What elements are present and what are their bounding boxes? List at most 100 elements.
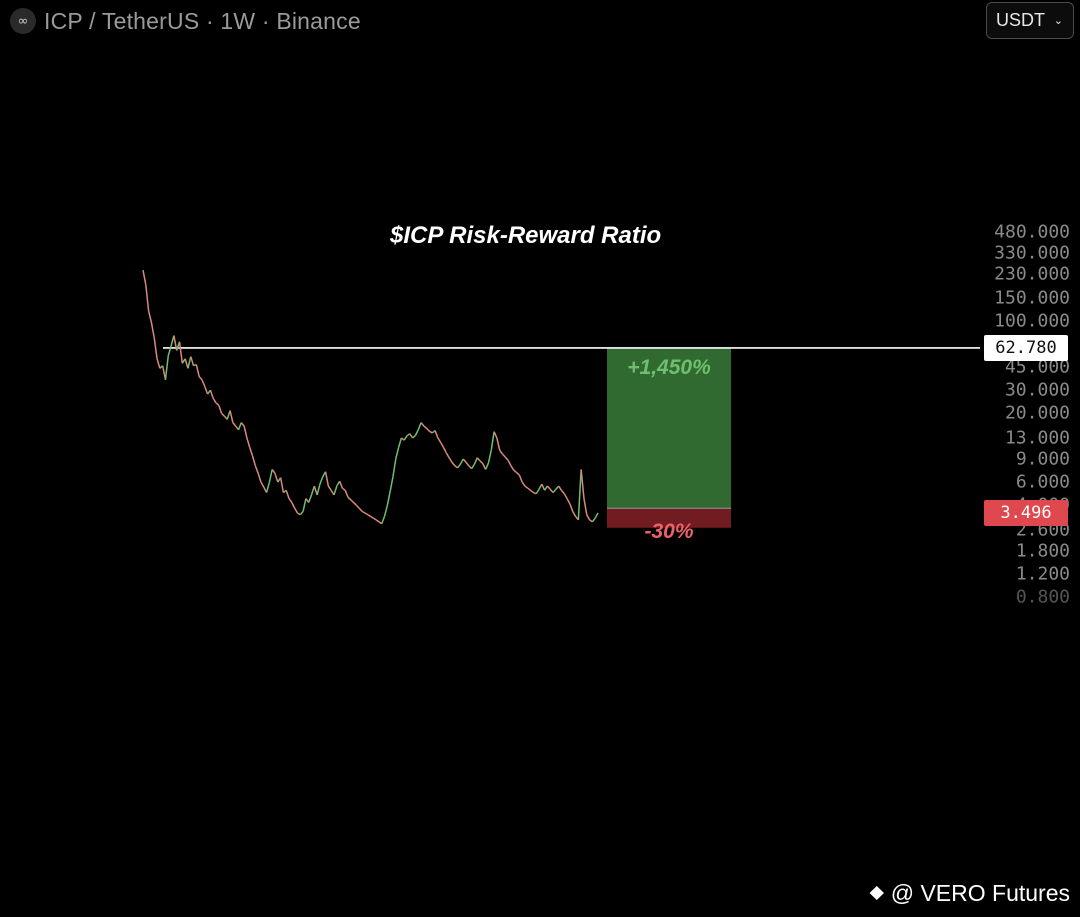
price-segment (212, 397, 217, 404)
price-segment (501, 453, 506, 458)
price-segment (420, 422, 425, 427)
price-segment (316, 483, 321, 496)
price-segment (150, 322, 155, 338)
price-segment (403, 435, 408, 441)
price-segment (487, 450, 493, 464)
price-segment (395, 447, 400, 460)
price-segment (254, 465, 259, 474)
y-tick-label: 0.800 (1015, 586, 1070, 608)
price-segment (370, 515, 374, 519)
price-segment (516, 471, 520, 476)
price-segment (456, 463, 461, 469)
y-tick-label: 1.200 (1015, 563, 1070, 585)
y-tick-label: 150.000 (994, 287, 1070, 309)
symbol-header: ∞ ICP / TetherUS · 1W · Binance (10, 6, 361, 36)
price-segment (347, 496, 352, 501)
price-segment (583, 498, 588, 515)
currency-value: USDT (996, 10, 1045, 30)
currency-select[interactable]: USDT ⌄ (986, 2, 1074, 39)
price-segment (364, 512, 369, 516)
price-segment (527, 487, 532, 491)
price-segment (297, 512, 301, 516)
price-segment (367, 513, 371, 517)
y-tick-label: 6.000 (1015, 471, 1070, 493)
price-segment (381, 516, 386, 524)
price-segment (465, 461, 470, 467)
price-segment (397, 437, 403, 448)
price-segment (327, 485, 332, 491)
price-segment (372, 517, 377, 521)
reward-zone[interactable] (607, 347, 731, 509)
price-segment (291, 502, 296, 509)
price-segment (173, 335, 178, 351)
price-segment (386, 491, 391, 506)
price-segment (353, 502, 357, 506)
price-segment (470, 463, 476, 470)
price-segment (389, 476, 394, 492)
price-segment (232, 422, 237, 427)
price-segment (204, 386, 209, 395)
price-segment (268, 469, 273, 483)
price-segment (279, 477, 285, 493)
price-segment (445, 452, 450, 459)
price-segment (454, 465, 459, 469)
price-segment (496, 437, 501, 451)
price-segment (246, 437, 251, 448)
price-segment (518, 474, 523, 483)
price-segment (538, 483, 543, 490)
price-segment (344, 490, 349, 498)
y-tick-label: 20.000 (1004, 402, 1070, 424)
price-segment (476, 457, 481, 462)
watermark-text: @ VERO Futures (890, 880, 1070, 906)
risk-zone[interactable] (607, 508, 731, 528)
price-segment (288, 498, 293, 503)
price-segment (569, 503, 574, 512)
price-segment (251, 455, 257, 466)
price-segment (462, 458, 467, 463)
price-segment (572, 510, 577, 517)
price-segment (586, 514, 591, 521)
chevron-down-icon: ⌄ (1053, 14, 1063, 27)
price-segment (341, 487, 346, 491)
price-segment (409, 433, 414, 439)
price-segment (308, 494, 313, 503)
y-tick-label: 30.000 (1004, 379, 1070, 401)
price-segment (164, 355, 170, 380)
price-segment (577, 469, 582, 520)
price-segment (504, 456, 509, 461)
price-segment (147, 310, 153, 323)
price-segment (218, 405, 223, 414)
price-segment (451, 461, 456, 467)
y-tick-label: 13.000 (1004, 427, 1070, 449)
price-segment (361, 510, 366, 514)
price-segment (426, 427, 431, 432)
price-segment (294, 507, 299, 514)
icp-logo-icon: ∞ (10, 8, 36, 34)
price-segment (507, 459, 512, 467)
chart-title: $ICP Risk-Reward Ratio (390, 222, 662, 249)
price-segment (299, 510, 304, 516)
price-segment (560, 489, 565, 495)
price-segment (442, 447, 447, 454)
price-segment (178, 341, 184, 364)
price-segment (187, 356, 192, 369)
price-segment (313, 485, 318, 496)
price-segment (544, 485, 549, 491)
price-segment (302, 498, 307, 512)
price-segment (237, 422, 243, 431)
y-tick-label: 45.000 (1004, 356, 1070, 378)
price-segment (437, 437, 442, 443)
binance-logo-icon: ⯁ (868, 881, 885, 906)
y-tick-label: 330.000 (994, 242, 1070, 264)
price-segment (414, 429, 419, 436)
price-segment (383, 505, 389, 517)
price-segment (375, 519, 380, 523)
price-segment (350, 499, 355, 504)
y-tick-label: 1.800 (1015, 540, 1070, 562)
price-segment (530, 489, 534, 494)
price-segment (142, 270, 147, 285)
price-segment (417, 422, 422, 431)
price-segment (524, 485, 529, 489)
price-segment (591, 517, 596, 523)
